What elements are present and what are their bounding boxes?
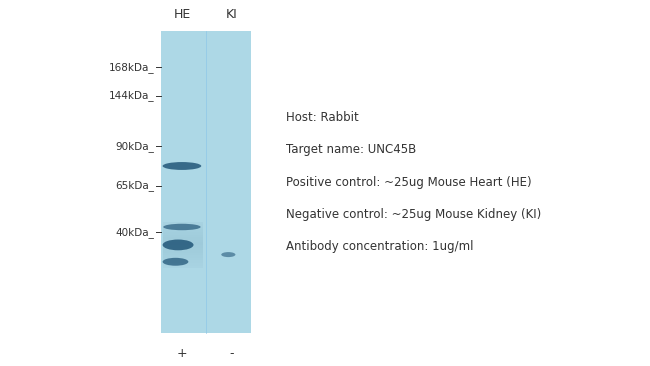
Bar — [162, 227, 203, 229]
Bar — [162, 250, 203, 253]
Ellipse shape — [221, 252, 235, 257]
Bar — [161, 31, 251, 333]
Text: Host: Rabbit: Host: Rabbit — [287, 111, 359, 124]
Bar — [162, 221, 203, 224]
Text: 90kDa_: 90kDa_ — [115, 141, 154, 152]
Bar — [162, 266, 203, 268]
Bar — [162, 224, 203, 227]
Bar — [162, 229, 203, 232]
Text: Target name: UNC45B: Target name: UNC45B — [287, 143, 417, 156]
Bar — [162, 255, 203, 258]
Text: -: - — [229, 347, 234, 360]
Text: 65kDa_: 65kDa_ — [115, 180, 154, 191]
Ellipse shape — [162, 162, 202, 170]
Bar — [162, 261, 203, 263]
Text: HE: HE — [174, 8, 190, 21]
Bar — [162, 258, 203, 261]
Bar — [162, 240, 203, 242]
Text: +: + — [177, 347, 187, 360]
Bar — [162, 232, 203, 235]
Ellipse shape — [162, 239, 194, 250]
Text: Antibody concentration: 1ug/ml: Antibody concentration: 1ug/ml — [287, 240, 474, 253]
Bar — [162, 263, 203, 266]
Bar — [162, 253, 203, 255]
Text: Negative control: ~25ug Mouse Kidney (KI): Negative control: ~25ug Mouse Kidney (KI… — [287, 208, 541, 221]
Bar — [162, 237, 203, 240]
Text: 168kDa_: 168kDa_ — [109, 62, 154, 73]
Bar — [162, 235, 203, 237]
Ellipse shape — [162, 258, 188, 266]
Ellipse shape — [163, 224, 201, 230]
Bar — [162, 245, 203, 247]
Text: Positive control: ~25ug Mouse Heart (HE): Positive control: ~25ug Mouse Heart (HE) — [287, 176, 532, 188]
Text: KI: KI — [226, 8, 237, 21]
Bar — [162, 247, 203, 250]
Text: 40kDa_: 40kDa_ — [115, 227, 154, 238]
Text: 144kDa_: 144kDa_ — [109, 91, 154, 101]
Bar — [162, 242, 203, 245]
